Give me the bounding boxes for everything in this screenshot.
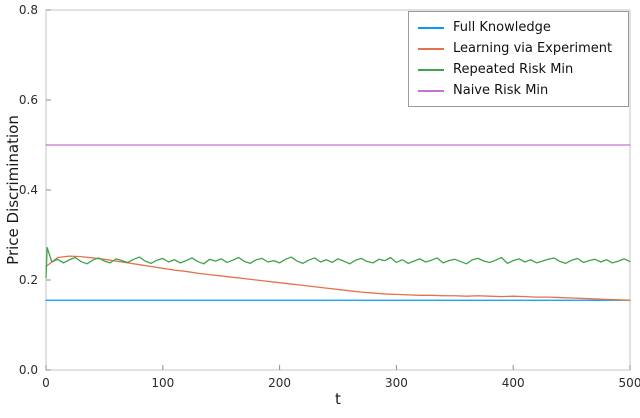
legend-label: Learning via Experiment bbox=[453, 41, 613, 56]
legend-line-swatch bbox=[418, 68, 444, 71]
y-tick-label: 0.8 bbox=[19, 3, 38, 17]
x-axis-ticks: 0 100 200 300 400 500 bbox=[42, 365, 640, 390]
y-tick-label: 0.4 bbox=[19, 183, 38, 197]
legend-line-swatch bbox=[418, 47, 444, 50]
x-tick-label: 300 bbox=[385, 376, 408, 390]
legend-label: Full Knowledge bbox=[453, 20, 551, 35]
legend-item-2: Repeated Risk Min bbox=[418, 59, 624, 80]
y-tick-label: 0.0 bbox=[19, 363, 38, 377]
legend-item-3: Naive Risk Min bbox=[418, 80, 624, 101]
x-tick-label: 200 bbox=[268, 376, 291, 390]
x-tick-label: 500 bbox=[619, 376, 640, 390]
legend-item-1: Learning via Experiment bbox=[418, 38, 624, 59]
x-tick-label: 0 bbox=[42, 376, 50, 390]
series-line-2 bbox=[45, 246, 631, 279]
legend-label: Repeated Risk Min bbox=[453, 62, 574, 77]
x-tick-label: 100 bbox=[151, 376, 174, 390]
y-axis-label: Price Discrimination bbox=[4, 115, 22, 265]
x-axis-label: t bbox=[335, 390, 341, 408]
x-tick-label: 400 bbox=[502, 376, 525, 390]
legend: Full Knowledge Learning via Experiment Rep… bbox=[408, 11, 629, 107]
series-line-1 bbox=[45, 255, 631, 301]
y-axis-ticks: 0.0 0.2 0.4 0.6 0.8 bbox=[19, 3, 51, 377]
legend-line-swatch bbox=[418, 26, 444, 29]
y-tick-label: 0.6 bbox=[19, 93, 38, 107]
legend-label: Naive Risk Min bbox=[453, 83, 549, 98]
y-tick-label: 0.2 bbox=[19, 273, 38, 287]
legend-item-0: Full Knowledge bbox=[418, 17, 624, 38]
legend-line-swatch bbox=[418, 89, 444, 92]
